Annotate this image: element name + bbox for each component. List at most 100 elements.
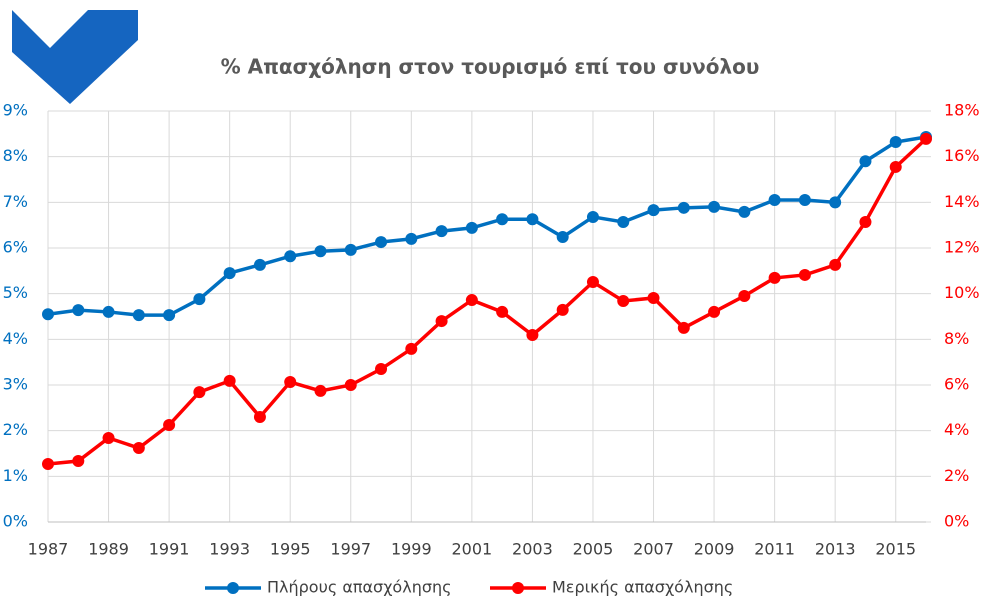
x-tick-label: 1989 (88, 540, 129, 559)
y-tick-label: 1% (3, 466, 28, 485)
series-line (47, 135, 927, 317)
point (284, 376, 297, 389)
point (132, 309, 145, 322)
point (859, 215, 872, 228)
point (102, 431, 115, 444)
point (798, 268, 811, 281)
point (375, 236, 388, 249)
x-tick-label: 2005 (573, 540, 614, 559)
point (344, 243, 357, 256)
point (496, 213, 509, 226)
point (617, 215, 630, 228)
point (253, 410, 266, 423)
point (284, 250, 297, 263)
point (223, 267, 236, 280)
point (72, 304, 85, 317)
logo-chevron (12, 10, 138, 104)
y2-tick-label: 8% (944, 329, 969, 348)
y2-tick-label: 10% (944, 283, 980, 302)
point (708, 305, 721, 318)
point (677, 321, 690, 334)
x-tick-label: 2013 (815, 540, 856, 559)
point (102, 305, 115, 318)
point (314, 384, 327, 397)
point (586, 210, 599, 223)
point (405, 232, 418, 245)
y2-tick-label: 6% (944, 375, 969, 394)
point (738, 289, 751, 302)
x-tick-label: 1997 (330, 540, 371, 559)
y2-tick-label: 4% (944, 420, 969, 439)
y-tick-label: 5% (3, 283, 28, 302)
x-tick-label: 2011 (754, 540, 795, 559)
point (556, 231, 569, 244)
y2-tick-label: 18% (944, 101, 980, 120)
x-tick-label: 2003 (512, 540, 553, 559)
x-tick-label: 1995 (270, 540, 311, 559)
point (708, 200, 721, 213)
point (859, 155, 872, 168)
y2-tick-label: 2% (944, 466, 969, 485)
x-tick-label: 2015 (875, 540, 916, 559)
point (253, 258, 266, 271)
legend-label: Μερικής απασχόλησης (552, 578, 733, 597)
point (889, 136, 902, 149)
point (375, 363, 388, 376)
y-tick-label: 0% (3, 512, 28, 531)
point (42, 308, 54, 321)
point (617, 294, 630, 307)
point (798, 194, 811, 207)
x-tick-label: 2007 (633, 540, 674, 559)
x-tick-label: 1993 (209, 540, 250, 559)
y-tick-label: 2% (3, 420, 28, 439)
point (193, 293, 206, 306)
legend-label: Πλήρους απασχόλησης (267, 578, 452, 597)
point (677, 201, 690, 214)
point (647, 292, 660, 305)
y-tick-label: 4% (3, 329, 28, 348)
point (889, 160, 902, 173)
point (163, 309, 176, 322)
x-tick-label: 2001 (452, 540, 493, 559)
point (647, 204, 660, 217)
point (496, 305, 509, 318)
point (526, 213, 539, 226)
x-tick-label: 1987 (28, 540, 69, 559)
point (72, 455, 85, 468)
point (526, 328, 539, 341)
point (405, 342, 418, 355)
point (435, 225, 448, 238)
point (132, 442, 145, 455)
y2-tick-label: 14% (944, 192, 980, 211)
y2-tick-label: 12% (944, 238, 980, 257)
y-tick-label: 7% (3, 192, 28, 211)
point (829, 258, 842, 271)
series-line (47, 137, 928, 466)
y2-tick-label: 16% (944, 146, 980, 165)
legend-marker (512, 582, 524, 594)
x-tick-label: 1999 (391, 540, 432, 559)
y-tick-label: 6% (3, 238, 28, 257)
point (586, 276, 599, 289)
y2-tick-label: 0% (944, 512, 969, 531)
point (465, 294, 478, 307)
x-tick-label: 2009 (694, 540, 735, 559)
chart-title: % Απασχόληση στον τουρισμό επί του συνόλ… (221, 55, 760, 79)
y-tick-label: 3% (3, 375, 28, 394)
point (465, 221, 478, 234)
point (920, 132, 932, 145)
y-tick-label: 9% (3, 101, 28, 120)
point (768, 271, 781, 284)
point (435, 315, 448, 328)
point (42, 458, 54, 471)
point (344, 379, 357, 391)
point (163, 418, 176, 431)
y-tick-label: 8% (3, 146, 28, 165)
point (556, 303, 569, 316)
point (193, 386, 206, 399)
point (738, 205, 751, 218)
point (223, 374, 236, 387)
x-tick-label: 1991 (149, 540, 190, 559)
